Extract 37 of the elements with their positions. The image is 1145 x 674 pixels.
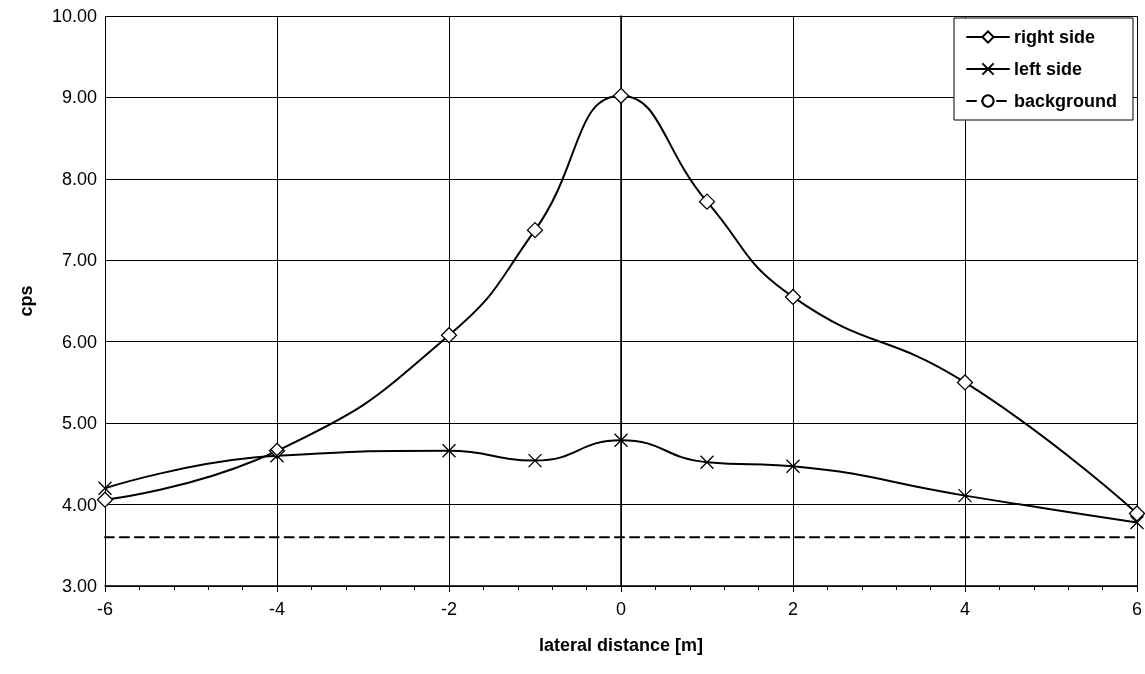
point (698, 193, 716, 210)
legend-label: right side (1013, 27, 1096, 47)
point (96, 491, 114, 508)
point (526, 222, 544, 239)
point (441, 443, 457, 458)
y-axis-title: cps (16, 285, 36, 317)
y-tick-label: 3.00 (61, 576, 97, 596)
y-tick-label: 4.00 (61, 494, 97, 515)
point (1128, 505, 1145, 522)
point (957, 488, 973, 503)
point (1129, 515, 1145, 530)
legend-label: background (1013, 91, 1118, 111)
point (612, 87, 630, 104)
point (785, 459, 801, 474)
y-tick-label: 10.00 (51, 6, 97, 26)
x-tick-label: -6 (96, 599, 114, 619)
x-tick-label: -4 (268, 599, 286, 619)
y-tick-label: 7.00 (61, 250, 97, 271)
y-tick-label: 5.00 (61, 413, 97, 434)
x-tick-label: 2 (787, 599, 798, 619)
x-tick-label: 6 (1131, 599, 1142, 619)
x-tick-label: 0 (615, 599, 627, 619)
point (440, 327, 458, 344)
point (527, 453, 543, 468)
point (269, 448, 285, 463)
x-tick-label: -2 (440, 599, 458, 619)
point (784, 288, 802, 306)
x-tick-label: 4 (959, 599, 970, 619)
point (699, 455, 715, 470)
x-axis-title: lateral distance [m] (538, 635, 704, 655)
y-tick-label: 9.00 (61, 87, 97, 108)
point (956, 374, 974, 391)
legend-label: left side (1013, 59, 1083, 79)
point (613, 433, 629, 448)
point (97, 481, 113, 496)
y-tick-label: 8.00 (61, 168, 97, 189)
y-tick-label: 6.00 (61, 331, 97, 352)
